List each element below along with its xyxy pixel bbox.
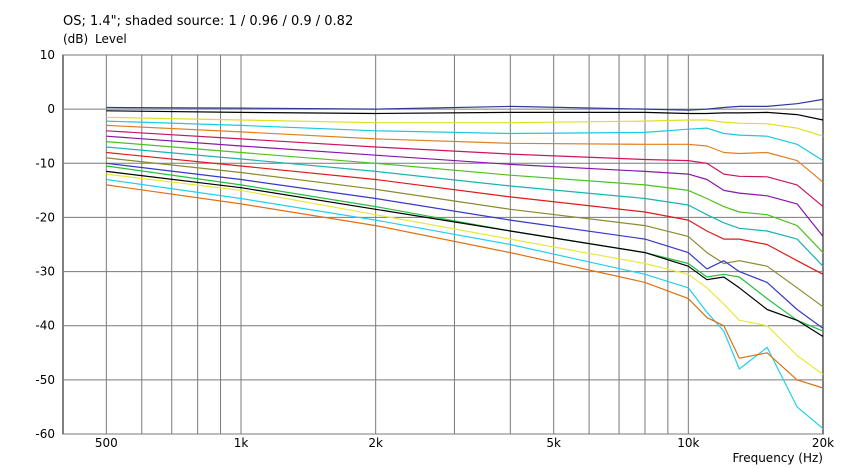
series-line-2 [106, 116, 824, 137]
series-lines [106, 98, 824, 430]
y-axis-label: Level [95, 32, 127, 46]
chart-title: OS; 1.4"; shaded source: 1 / 0.96 / 0.9 … [63, 14, 353, 29]
series-line-7 [106, 141, 824, 254]
x-tick-label-4: 10k [677, 436, 699, 450]
x-tick-label-5: 20k [812, 436, 834, 450]
y-tick-label-0: 10 [40, 48, 55, 62]
y-tick-label-5: -40 [35, 319, 55, 333]
y-tick-label-1: 0 [47, 102, 55, 116]
x-axis-label: Frequency (Hz) [733, 451, 824, 465]
x-tick-label-3: 5k [546, 436, 561, 450]
series-line-0 [106, 98, 824, 111]
series-line-12 [106, 165, 824, 332]
series-line-10 [106, 157, 824, 308]
plot-area [62, 54, 824, 435]
series-line-9 [106, 151, 824, 275]
series-line-1 [106, 110, 824, 121]
series-line-3 [106, 120, 824, 162]
y-tick-label-4: -30 [35, 265, 55, 279]
x-tick-label-0: 500 [95, 436, 118, 450]
series-line-14 [106, 173, 824, 375]
x-tick-labels: 500 1k 2k 5k 10k 20k [95, 436, 834, 450]
series-line-13 [106, 170, 824, 338]
series-line-6 [106, 135, 824, 237]
series-line-8 [106, 146, 824, 267]
y-tick-label-2: -10 [35, 156, 55, 170]
series-line-16 [106, 184, 824, 389]
y-tick-label-3: -20 [35, 210, 55, 224]
y-tick-labels: 10 0 -10 -20 -30 -40 -50 -60 [35, 48, 55, 441]
y-tick-label-7: -60 [35, 427, 55, 441]
x-tick-label-1: 1k [234, 436, 249, 450]
series-line-11 [106, 162, 824, 329]
y-tick-label-6: -50 [35, 373, 55, 387]
series-line-5 [106, 130, 824, 208]
y-axis-unit: (dB) [63, 32, 88, 46]
x-tick-label-2: 2k [368, 436, 383, 450]
series-line-4 [106, 124, 824, 183]
